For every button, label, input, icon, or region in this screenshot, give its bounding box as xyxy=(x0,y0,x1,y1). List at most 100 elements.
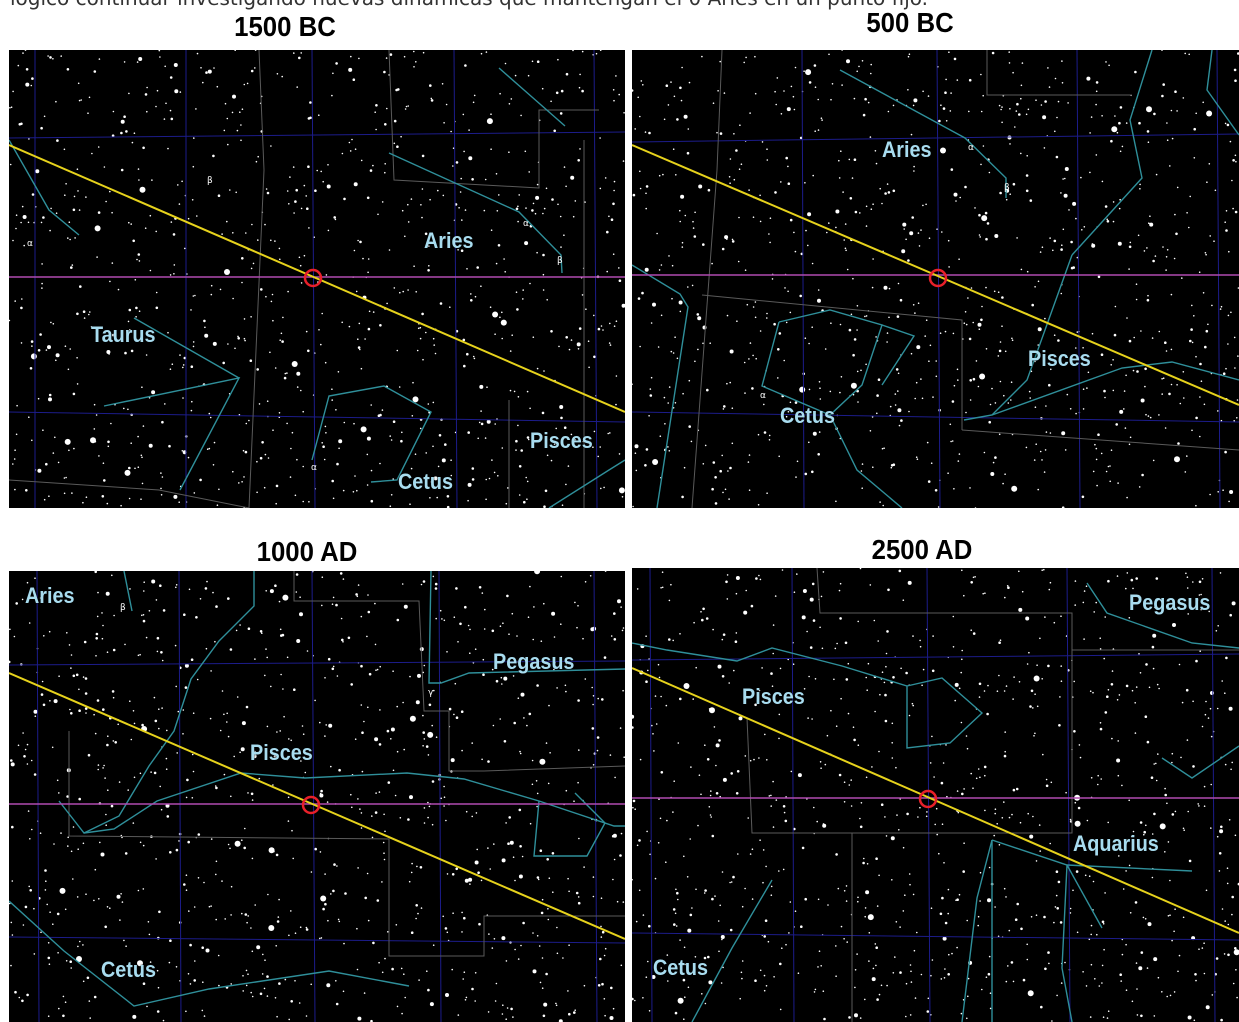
star xyxy=(622,160,625,162)
star xyxy=(793,231,795,234)
star xyxy=(1053,921,1055,924)
star xyxy=(1039,850,1041,852)
star xyxy=(878,993,881,996)
star xyxy=(890,466,893,469)
star xyxy=(1177,458,1180,460)
star xyxy=(721,675,725,678)
star xyxy=(177,184,179,186)
star xyxy=(336,865,338,867)
star xyxy=(278,982,281,985)
star xyxy=(376,668,379,671)
star xyxy=(423,738,426,740)
star xyxy=(926,811,928,813)
star xyxy=(191,400,193,403)
star xyxy=(555,1004,558,1007)
star xyxy=(121,901,124,903)
star xyxy=(568,348,571,351)
star xyxy=(678,300,683,305)
star xyxy=(143,581,145,583)
star xyxy=(748,489,751,492)
star xyxy=(763,935,766,938)
star xyxy=(852,277,854,280)
star xyxy=(763,974,766,977)
star xyxy=(1198,948,1200,950)
star xyxy=(857,900,859,903)
star xyxy=(124,351,127,355)
star xyxy=(961,569,963,572)
star xyxy=(1141,473,1144,477)
star xyxy=(129,329,131,331)
star xyxy=(545,742,548,744)
star xyxy=(542,273,545,276)
star xyxy=(234,50,236,51)
star xyxy=(1136,370,1139,373)
star xyxy=(241,281,243,284)
star xyxy=(559,112,563,115)
star xyxy=(1099,637,1101,639)
star xyxy=(687,286,689,288)
star-label: α xyxy=(968,143,974,153)
star xyxy=(1076,931,1079,934)
star xyxy=(494,333,496,336)
star xyxy=(374,602,376,605)
star xyxy=(71,492,73,494)
star xyxy=(978,696,981,698)
star xyxy=(1148,222,1150,224)
star xyxy=(189,983,192,985)
star xyxy=(808,441,810,444)
star xyxy=(460,249,464,252)
star xyxy=(72,826,75,828)
star xyxy=(583,984,586,987)
star xyxy=(384,171,386,174)
star xyxy=(988,955,991,958)
star xyxy=(290,739,293,742)
star xyxy=(410,931,414,934)
star xyxy=(689,838,691,840)
star xyxy=(1039,637,1041,640)
star xyxy=(1213,240,1215,242)
star xyxy=(94,732,97,735)
star xyxy=(549,752,551,754)
star xyxy=(142,844,145,847)
star xyxy=(318,114,320,116)
star xyxy=(9,660,11,664)
star xyxy=(761,667,763,669)
star xyxy=(415,904,419,907)
star xyxy=(227,843,230,846)
star xyxy=(40,221,43,224)
star xyxy=(1000,108,1002,111)
star xyxy=(865,205,868,208)
star xyxy=(355,593,358,596)
star xyxy=(888,287,891,290)
star xyxy=(536,60,540,63)
star xyxy=(841,84,843,86)
star xyxy=(992,461,995,464)
star xyxy=(137,168,140,170)
star xyxy=(266,400,269,403)
star xyxy=(735,576,740,580)
star xyxy=(156,1010,160,1013)
star xyxy=(835,945,837,947)
star xyxy=(703,956,707,960)
star xyxy=(648,415,650,417)
star xyxy=(266,725,269,728)
star xyxy=(964,311,967,313)
star xyxy=(243,846,246,850)
star xyxy=(1165,256,1168,258)
star xyxy=(576,342,581,347)
star xyxy=(1146,106,1152,113)
star xyxy=(1136,988,1138,990)
star xyxy=(498,194,500,196)
star xyxy=(747,817,749,819)
star xyxy=(1234,210,1238,214)
star xyxy=(596,736,600,739)
star xyxy=(529,407,531,410)
star xyxy=(829,390,832,393)
star xyxy=(305,926,308,929)
star xyxy=(818,950,821,952)
star xyxy=(215,786,218,790)
star xyxy=(464,605,467,609)
star xyxy=(1177,970,1179,973)
star xyxy=(886,984,888,987)
star xyxy=(35,169,40,174)
